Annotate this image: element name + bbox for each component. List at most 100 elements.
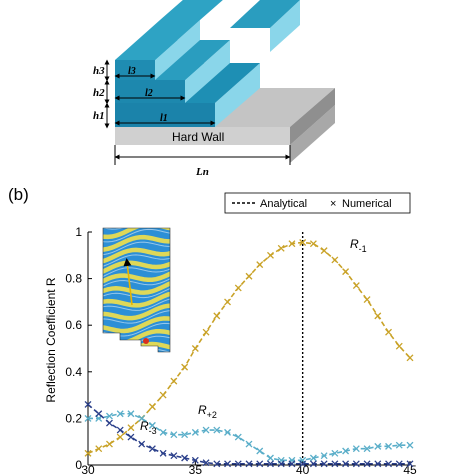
data-point-R-3 (127, 433, 135, 441)
y-tick-label: 0.4 (65, 365, 82, 379)
data-point-R-3 (352, 460, 360, 468)
data-point-R+2 (202, 426, 210, 434)
data-point-R+2 (256, 447, 264, 455)
data-point-R-1 (267, 251, 274, 259)
step2-side (185, 40, 230, 103)
data-point-R-1 (148, 403, 156, 411)
ridge-back-2-side (270, 0, 300, 52)
data-point-R-3 (331, 460, 339, 468)
data-point-R-3 (202, 459, 210, 467)
data-point-R-1 (127, 424, 135, 432)
l3-label: l3 (128, 66, 136, 77)
panel-a-structure: h3 h2 h1 l3 l2 l1 Hard Wall Ln (93, 0, 335, 178)
data-point-R-3 (342, 460, 350, 468)
data-point-R-3 (288, 460, 296, 468)
data-point-R+2 (138, 414, 146, 422)
data-point-R-3 (256, 460, 264, 468)
h2-label: h2 (93, 87, 105, 99)
data-point-R-1 (181, 363, 189, 371)
data-point-R-3 (406, 460, 414, 468)
data-point-R-3 (267, 460, 274, 468)
data-point-R+2 (106, 412, 113, 420)
data-point-R-1 (395, 342, 403, 350)
data-point-R-1 (277, 244, 285, 252)
data-point-R+2 (127, 410, 135, 418)
data-point-R-3 (299, 460, 307, 468)
data-point-R-3 (374, 460, 382, 468)
data-point-R-3 (148, 445, 156, 453)
legend-box (224, 192, 411, 214)
data-point-R-1 (116, 433, 124, 441)
data-point-R+2 (331, 449, 339, 457)
ridge-back-1-top (160, 0, 223, 20)
data-point-R+2 (395, 441, 403, 449)
legend: Analytical × Numerical (224, 192, 411, 214)
data-point-R-3 (95, 410, 103, 418)
h1-label: h1 (93, 110, 105, 122)
data-point-R+2 (213, 426, 221, 434)
data-point-R-1 (106, 440, 113, 448)
series-layer (84, 239, 414, 468)
data-point-R-1 (352, 282, 360, 290)
x-tick-label: 30 (81, 463, 95, 474)
data-point-R+2 (148, 421, 156, 429)
data-point-R+2 (245, 440, 253, 448)
h3-label: h3 (93, 65, 105, 77)
data-point-R-3 (234, 460, 242, 468)
data-point-R-3 (116, 426, 124, 434)
data-point-R-1 (406, 354, 414, 362)
data-point-R-3 (138, 440, 146, 448)
series-line-R-3 (87, 403, 410, 465)
data-point-R-3 (159, 449, 167, 457)
y-tick-label: 0.6 (65, 318, 82, 332)
data-point-R-1 (385, 328, 392, 336)
data-point-R-1 (320, 247, 328, 255)
ln-label: Ln (195, 166, 209, 178)
x-tick-label: 40 (296, 463, 310, 474)
y-tick-label: 0.8 (65, 272, 82, 286)
data-point-R-3 (181, 454, 189, 462)
data-point-R+2 (159, 428, 167, 436)
data-point-R-1 (309, 240, 317, 248)
data-point-R-1 (213, 312, 221, 320)
data-point-R+2 (234, 433, 242, 441)
data-point-R-1 (288, 240, 296, 248)
series-label-R-1: R-1 (350, 237, 367, 254)
data-point-R+2 (320, 452, 328, 460)
data-point-R-3 (309, 460, 317, 468)
step1-side (215, 63, 260, 127)
series-label-R+2: R+2 (198, 403, 217, 420)
data-point-R+2 (170, 431, 178, 439)
data-point-R+2 (267, 454, 274, 462)
data-point-R+2 (191, 428, 199, 436)
inset-field-map (102, 227, 171, 353)
data-point-R+2 (84, 414, 92, 422)
data-point-R+2 (224, 428, 231, 436)
data-point-R-1 (299, 239, 307, 246)
step3-top (115, 20, 200, 60)
data-point-R-1 (191, 345, 199, 352)
data-point-R-1 (202, 328, 210, 336)
data-point-R-3 (395, 460, 403, 468)
y-tick-label: 0 (75, 458, 82, 472)
data-point-R-1 (159, 391, 167, 399)
hard-wall-side-2 (290, 88, 335, 145)
y-tick-label: 1 (75, 225, 82, 239)
data-point-R+2 (181, 431, 189, 439)
data-point-R-1 (234, 284, 242, 292)
data-point-R-3 (170, 452, 178, 460)
data-point-R-3 (385, 460, 392, 468)
data-point-R-1 (170, 377, 178, 385)
legend-analytical-label: Analytical (260, 198, 307, 210)
hard-wall-side (290, 105, 335, 163)
series-label-R-3: R-3 (140, 419, 157, 436)
inset-arrow (123, 258, 133, 306)
data-point-R-3 (320, 460, 328, 468)
data-point-R-1 (374, 312, 382, 320)
hard-wall-front (115, 127, 290, 145)
series-labels: R-1 R+2 R-3 (140, 237, 367, 436)
data-point-R-1 (363, 296, 371, 304)
data-point-R-1 (95, 445, 103, 453)
data-point-R-1 (256, 261, 264, 269)
